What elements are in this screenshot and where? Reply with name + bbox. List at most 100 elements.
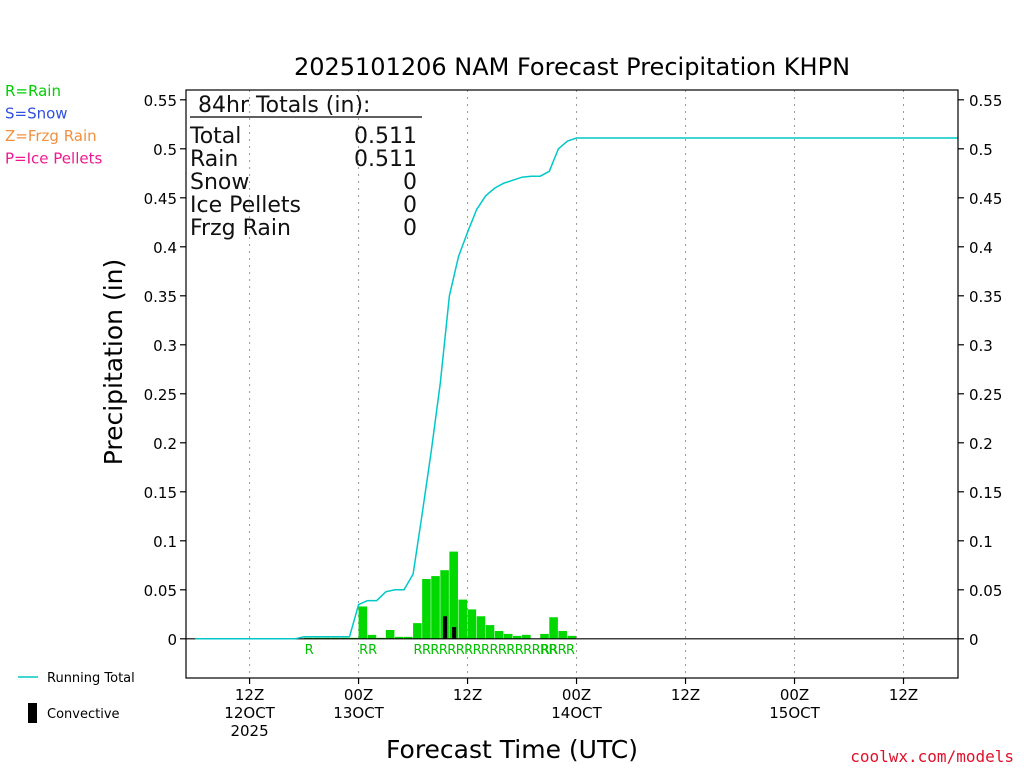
y-axis-title: Precipitation (in) [99,259,128,466]
x-tick-label: 12Z [235,686,264,704]
ptype-marker: R [305,643,314,658]
precip-bar [476,616,486,639]
y-tick-label: 0.35 [144,288,177,306]
legend-label: Running Total [47,671,135,686]
x-axis-title: Forecast Time (UTC) [386,735,638,764]
y-tick-label: 0.25 [144,386,177,404]
y-tick-label: 0.3 [153,337,177,355]
convective-bar [443,616,448,639]
legend-label: Convective [47,707,120,722]
y-tick-label-right: 0 [969,631,979,649]
ptype-legend: R=Rain S=Snow Z=Frzg Rain P=Ice Pellets [5,82,102,168]
precip-bar [394,636,404,639]
y-axis-left: 0 0.05 0.1 0.15 0.2 0.25 0.3 0.35 0.4 0.45 0.5 0.55 [144,92,186,649]
precip-bar [540,633,549,639]
y-tick-label-right: 0.35 [969,288,1002,306]
y-tick-label: 0.15 [144,484,177,502]
totals-rows: Total 0.511 Rain 0.511 Snow 0 Ice Pellets 0 Frzg… [189,124,417,241]
y-tick-label: 0.2 [153,435,177,453]
precip-bar [522,634,531,639]
totals-heading: 84hr Totals (in): [198,93,370,118]
y-tick-label-right: 0.3 [969,337,993,355]
x-tick-label: 00Z [780,686,809,704]
convective-bars [443,616,457,639]
precip-bar [485,625,495,639]
ptype-marker: R [359,643,368,658]
legend-bar-swatch [28,703,37,723]
chart-title: 2025101206 NAM Forecast Precipitation KH… [294,53,850,81]
y-tick-label: 0.4 [153,239,177,257]
totals-row-value: 0.511 [354,147,417,172]
precip-bar [549,617,558,639]
running-total-line [195,137,958,640]
ptype-marker: R [368,643,377,658]
ptype-legend-item: S=Snow [5,105,68,123]
precip-bar [458,599,468,639]
totals-row-value: 0.511 [354,124,417,149]
plot-frame [185,89,959,679]
precip-bar [385,629,395,639]
precip-bar [440,570,449,639]
precip-bar [367,634,377,639]
x-tick-label: 00Z [344,686,373,704]
totals-row-label: Ice Pellets [190,193,301,218]
ptype-marker: RRRRRRRRRRRRRRRRR [414,643,558,658]
x-tick-label: 12OCT [224,704,275,722]
precip-bar [449,551,458,639]
totals-row-label: Rain [190,147,238,172]
y-tick-label-right: 0.1 [969,533,993,551]
series-legend: Running Total Convective [18,671,135,723]
precip-bar [403,636,413,639]
precip-bar [512,635,522,639]
ptype-marker: RRRR [541,643,575,658]
precip-bar [422,579,431,639]
y-tick-label-right: 0.5 [969,141,993,159]
convective-bar [452,627,457,639]
precip-bar [413,623,422,639]
precip-bar [358,606,368,639]
x-tick-label: 12Z [671,686,700,704]
y-tick-label-right: 0.05 [969,582,1002,600]
totals-row-value: 0 [403,216,417,241]
ptype-legend-item: Z=Frzg Rain [5,127,97,145]
precip-bar [567,635,577,639]
x-tick-label: 13OCT [333,704,384,722]
precip-bar [431,576,440,639]
x-tick-label: 00Z [562,686,591,704]
ptype-legend-item: R=Rain [5,82,61,100]
totals-row-value: 0 [403,170,417,195]
y-tick-label: 0.45 [144,190,177,208]
totals-row-label: Frzg Rain [190,216,291,241]
precip-bar [467,609,477,639]
y-tick-label: 0.55 [144,92,177,110]
x-tick-label: 12Z [889,686,918,704]
totals-row-label: Snow [190,170,249,195]
credit-text: coolwx.com/models [850,747,1014,766]
y-axis-right: 0 0.05 0.1 0.15 0.2 0.25 0.3 0.35 0.4 0.45 0.5 0.55 [958,92,1002,649]
precip-bar [503,633,513,639]
x-tick-label: 2025 [230,722,268,740]
x-tick-label: 15OCT [769,704,820,722]
grid-lines [249,90,905,678]
precip-bar [494,630,504,639]
x-tick-label: 14OCT [551,704,602,722]
y-tick-label-right: 0.45 [969,190,1002,208]
precip-bar [558,630,567,639]
x-tick-label: 12Z [453,686,482,704]
y-tick-label-right: 0.25 [969,386,1002,404]
y-tick-label-right: 0.4 [969,239,993,257]
totals-box: 84hr Totals (in): Total 0.511 Rain 0.511 Sno… [189,93,422,241]
y-tick-label-right: 0.15 [969,484,1002,502]
y-tick-label: 0.5 [153,141,177,159]
totals-row-value: 0 [403,193,417,218]
precip-bars [304,551,577,639]
y-tick-label: 0.05 [144,582,177,600]
y-tick-label: 0 [167,631,177,649]
y-tick-label-right: 0.55 [969,92,1002,110]
totals-row-label: Total [189,124,241,149]
y-tick-label: 0.1 [153,533,177,551]
ptype-legend-item: P=Ice Pellets [5,150,102,168]
